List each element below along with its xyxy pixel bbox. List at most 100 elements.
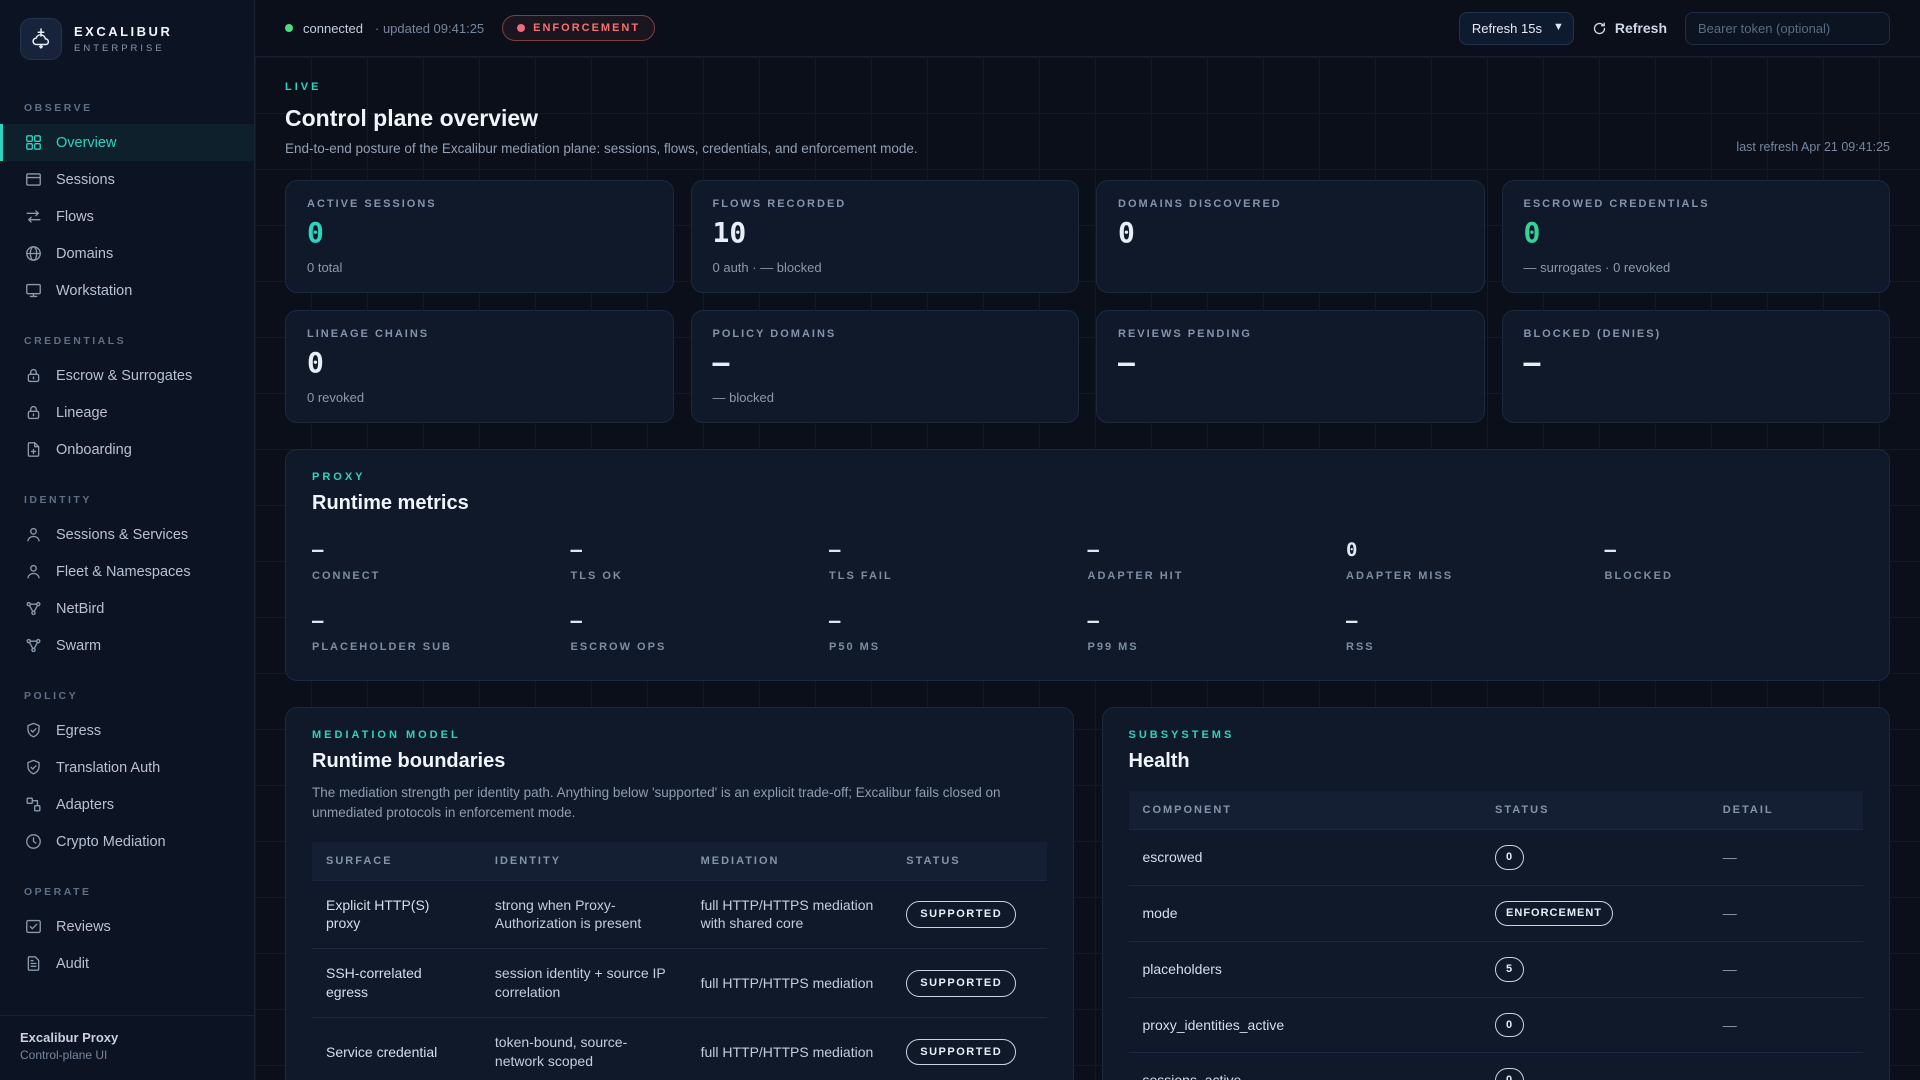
status-cell: 0 [1481,1052,1709,1080]
table-row: SSH-correlated egress session identity + … [312,948,1047,1018]
metric-label: ADAPTER MISS [1346,570,1454,582]
mediation-col-status: STATUS [892,841,1047,880]
health-table: COMPONENT STATUS DETAIL escrowed 0 — mode ENFO… [1128,791,1863,1080]
identity-cell: token-bound, source-network scoped [480,1017,687,1080]
sidebar-item-label: Crypto Mediation [56,833,166,850]
detail-cell: — [1708,829,1863,886]
sidebar-item-label: Lineage [56,404,108,421]
window-icon [24,170,43,189]
sidebar-item-egress[interactable]: Egress [0,712,254,749]
sidebar-item-swarm[interactable]: Swarm [0,627,254,664]
identity-cell: session identity + source IP correlation [480,948,687,1018]
stat-card-grid: ACTIVE SESSIONS 0 0 total FLOWS RECORDED 10 0… [285,180,1890,423]
nav-section-label: IDENTITY [24,494,92,506]
brand: EXCALIBUR ENTERPRISE [0,0,254,80]
metric-escrow-ops: — ESCROW OPS [571,610,830,653]
metric-value: — [1604,539,1616,561]
refresh-button[interactable]: Refresh [1592,20,1667,36]
metric-connect: — CONNECT [312,539,571,582]
monitor-icon [24,281,43,300]
component-cell: sessions_active [1128,1052,1482,1080]
sidebar-item-workstation[interactable]: Workstation [0,272,254,309]
sidebar-item-netbird[interactable]: NetBird [0,590,254,627]
surface-cell: Explicit HTTP(S) proxy [312,879,481,949]
shield-check-icon [24,758,43,777]
stat-value: 0 [307,346,324,379]
sidebar-item-overview[interactable]: Overview [0,124,254,161]
health-title: Health [1128,750,1190,772]
refresh-interval-select[interactable]: Refresh 15s [1458,11,1574,45]
sidebar-item-escrow-surrogates[interactable]: Escrow & Surrogates [0,357,254,394]
status-cell: 0 [1481,829,1709,886]
mediation-col-surface: SURFACE [312,841,481,880]
status-badge: SUPPORTED [906,1038,1017,1066]
nav-section-label: OBSERVE [24,102,93,114]
status-cell: SUPPORTED [892,879,1047,949]
metric-label: PLACEHOLDER SUB [312,641,453,653]
stat-label: REVIEWS PENDING [1118,328,1252,340]
bearer-token-input[interactable] [1685,11,1890,45]
sidebar-item-label: Reviews [56,918,111,935]
metric-value: — [570,610,582,632]
sidebar-item-sessions-services[interactable]: Sessions & Services [0,516,254,553]
sidebar-item-sessions[interactable]: Sessions [0,161,254,198]
stat-label: DOMAINS DISCOVERED [1118,198,1282,210]
sidebar-item-adapters[interactable]: Adapters [0,786,254,823]
stat-sublabel: — surrogates · 0 revoked [1523,259,1671,275]
stat-card-reviews-pending: REVIEWS PENDING — [1096,310,1485,423]
runtime-boundaries-title: Runtime boundaries [312,750,506,772]
sidebar-item-label: Audit [56,955,90,972]
sidebar-item-onboarding[interactable]: Onboarding [0,431,254,468]
sidebar-item-reviews[interactable]: Reviews [0,908,254,945]
stat-value: 0 [1118,216,1135,249]
metric-label: CONNECT [312,570,381,582]
component-cell: proxy_identities_active [1128,996,1482,1053]
status-badge: 5 [1495,956,1525,982]
sidebar-footer-subtitle: Control-plane UI [20,1048,108,1062]
nav-section-credentials: CREDENTIALS Escrow & Surrogates Lineage Onb… [0,319,254,468]
page-title: Control plane overview [285,105,539,131]
stat-value: — [712,346,730,379]
enforcement-dot-icon [517,24,526,32]
connection-status: connected [303,20,363,36]
sidebar-item-domains[interactable]: Domains [0,235,254,272]
sidebar-item-label: NetBird [56,600,105,617]
brand-name: EXCALIBUR [74,24,173,39]
sidebar-item-label: Sessions [56,171,115,188]
stat-card-lineage-chains: LINEAGE CHAINS 0 0 revoked [285,310,674,423]
sidebar-item-label: Workstation [56,282,133,299]
stat-sublabel: — blocked [712,389,774,405]
user-icon [24,525,43,544]
status-badge: 0 [1495,1068,1525,1080]
sidebar-item-audit[interactable]: Audit [0,945,254,982]
metric-p50-ms: — P50 MS [829,610,1088,653]
sidebar-item-flows[interactable]: Flows [0,198,254,235]
table-row: proxy_identities_active 0 — [1128,996,1863,1053]
metric-value: — [312,539,324,561]
stat-card-blocked-denies: BLOCKED (DENIES) — [1501,310,1890,423]
brand-tier: ENTERPRISE [74,43,165,54]
metric-label: P99 MS [1087,641,1139,653]
clock-icon [24,832,43,851]
table-row: Explicit HTTP(S) proxy strong when Proxy-… [312,879,1047,949]
sidebar-item-crypto-mediation[interactable]: Crypto Mediation [0,823,254,860]
sidebar-item-label: Flows [56,208,94,225]
table-row: placeholders 5 — [1128,940,1863,998]
sidebar-item-label: Translation Auth [56,759,161,776]
sidebar-item-fleet-namespaces[interactable]: Fleet & Namespaces [0,553,254,590]
sidebar-item-lineage[interactable]: Lineage [0,394,254,431]
arrows-swap-icon [24,207,43,226]
sidebar-item-translation-auth[interactable]: Translation Auth [0,749,254,786]
sidebar-footer: Excalibur Proxy Control-plane UI [0,1015,254,1080]
mediation-description: The mediation strength per identity path… [312,785,1001,821]
updated-timestamp: · updated 09:41:25 [375,20,485,36]
sidebar-item-label: Domains [56,245,114,262]
file-plus-icon [24,440,43,459]
stat-label: ESCROWED CREDENTIALS [1523,198,1710,210]
nav-section-identity: IDENTITY Sessions & Services Fleet & Names… [0,478,254,664]
stat-label: POLICY DOMAINS [712,328,837,340]
component-cell: escrowed [1128,829,1482,886]
status-cell: ENFORCEMENT [1481,884,1709,942]
mediation-cell: full HTTP/HTTPS mediation [686,1017,893,1080]
adapters-icon [24,795,43,814]
